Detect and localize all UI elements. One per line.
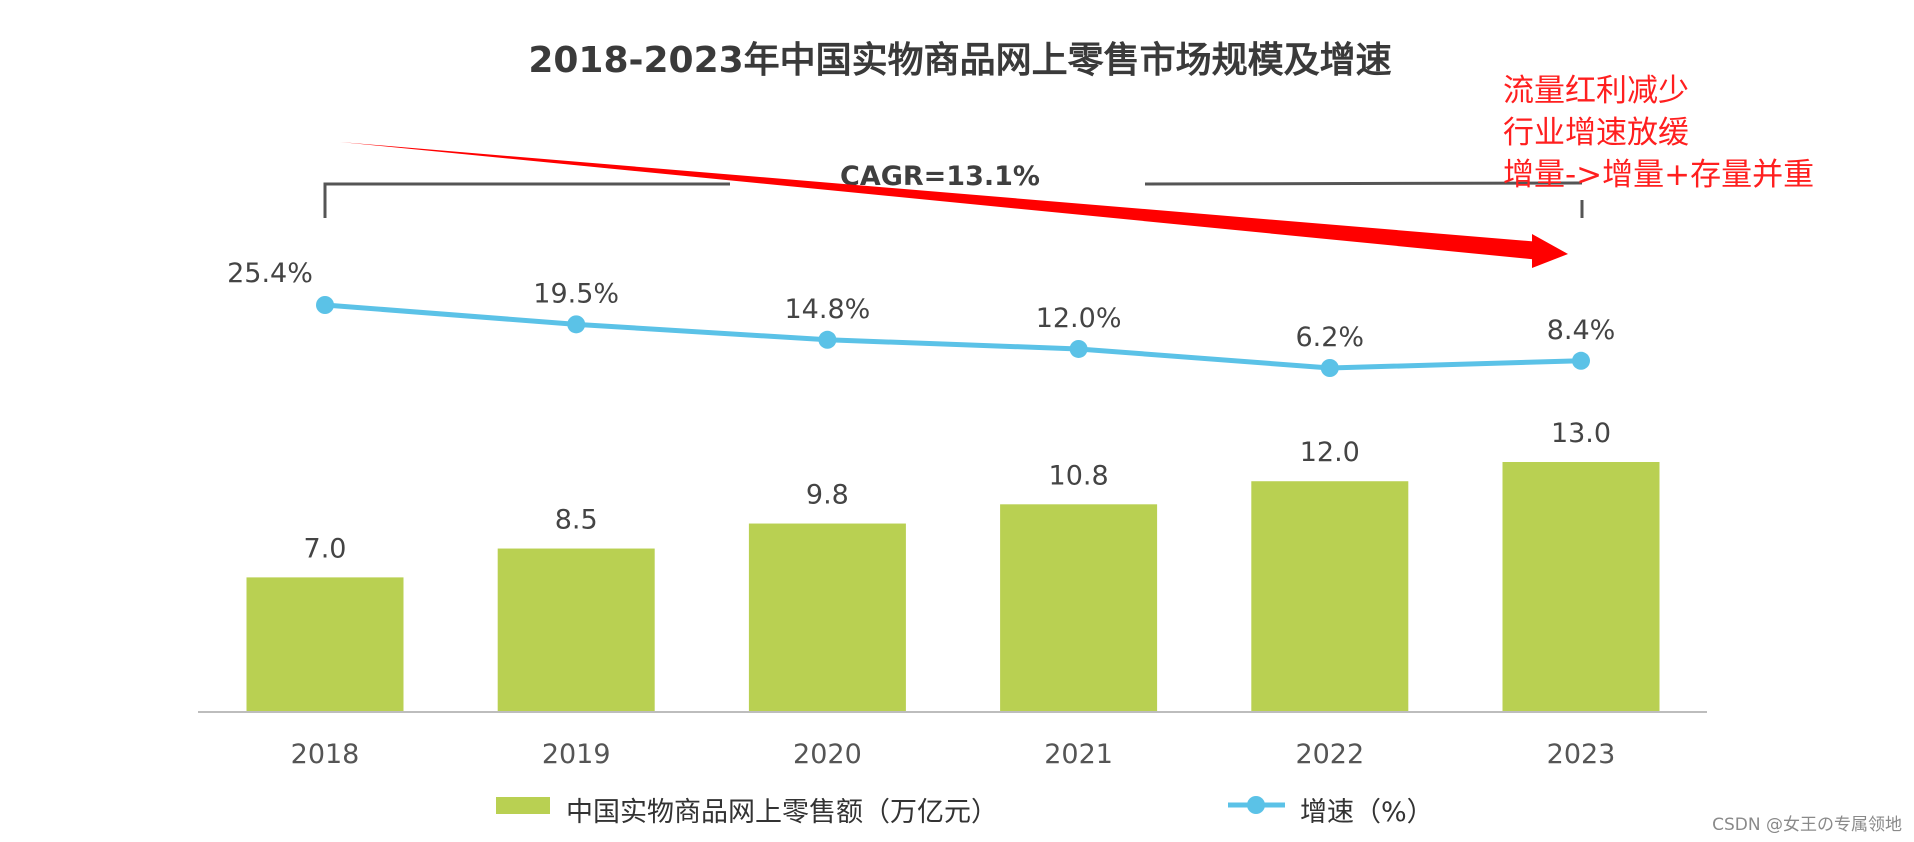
growth-point-2018 — [316, 296, 334, 314]
legend-bar-swatch — [496, 797, 550, 814]
growth-point-2023 — [1572, 351, 1590, 370]
cagr-bracket-right — [1144, 181, 1584, 218]
bar-2021 — [1000, 504, 1158, 712]
cagr-bracket-left — [323, 182, 730, 218]
bar-series: 7.0 8.5 9.8 10.8 12.0 13.0 — [246, 418, 1660, 712]
legend-line-marker — [1247, 796, 1265, 814]
bar-value-label-2020: 9.8 — [806, 480, 849, 511]
line-series: 25.4% 19.5% 14.8% 12.0% 6.2% 8.4% — [227, 258, 1615, 377]
x-tick-2022: 2022 — [1295, 739, 1364, 770]
bar-2019 — [497, 548, 655, 712]
annotation-note-2: 行业增速放缓 — [1503, 115, 1689, 151]
x-tick-2020: 2020 — [793, 739, 862, 770]
trend-arrowhead — [1532, 234, 1568, 268]
bar-2022 — [1251, 481, 1409, 712]
bar-value-label-2019: 8.5 — [555, 505, 598, 536]
x-tick-labels: 2018 2019 2020 2021 2022 2023 — [291, 739, 1616, 770]
bar-2023 — [1502, 462, 1660, 712]
growth-point-2021 — [1069, 339, 1088, 358]
growth-label-2020: 14.8% — [785, 294, 871, 325]
watermark: CSDN @女王の专属领地 — [1712, 815, 1902, 835]
annotation-note-1: 流量红利减少 — [1503, 73, 1689, 109]
bar-value-label-2018: 7.0 — [304, 533, 347, 564]
growth-point-2020 — [818, 330, 837, 349]
growth-label-2019: 19.5% — [533, 278, 619, 309]
x-tick-2023: 2023 — [1547, 739, 1616, 770]
bar-value-label-2023: 13.0 — [1551, 418, 1611, 449]
bar-value-label-2021: 10.8 — [1049, 460, 1109, 491]
growth-point-2019 — [567, 315, 586, 334]
growth-label-2018: 25.4% — [227, 258, 313, 289]
growth-label-2021: 12.0% — [1036, 303, 1122, 334]
x-tick-2018: 2018 — [291, 739, 360, 770]
bar-value-label-2022: 12.0 — [1300, 437, 1360, 468]
x-tick-2021: 2021 — [1044, 739, 1113, 770]
growth-point-2022 — [1320, 359, 1339, 377]
bar-2018 — [246, 577, 404, 712]
chart-title: 2018-2023年中国实物商品网上零售市场规模及增速 — [528, 40, 1391, 81]
bar-2020 — [748, 523, 906, 712]
growth-line — [324, 302, 1582, 371]
growth-label-2022: 6.2% — [1295, 322, 1364, 353]
annotation-note-3: 增量->增量+存量并重 — [1503, 157, 1814, 193]
legend-line-label: 增速（%） — [1300, 797, 1434, 828]
growth-label-2023: 8.4% — [1547, 315, 1616, 346]
legend-bar-label: 中国实物商品网上零售额（万亿元） — [566, 797, 998, 828]
trend-arrow — [340, 142, 1540, 260]
x-tick-2019: 2019 — [542, 739, 611, 770]
